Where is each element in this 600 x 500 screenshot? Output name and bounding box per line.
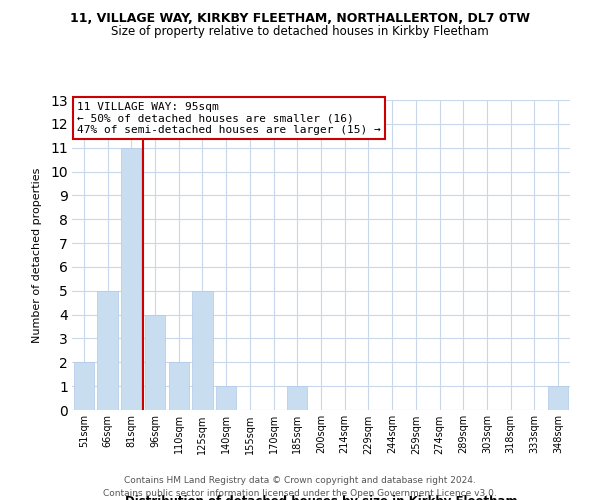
Bar <box>145 314 165 410</box>
Bar <box>169 362 189 410</box>
Bar <box>121 148 142 410</box>
Text: 11, VILLAGE WAY, KIRKBY FLEETHAM, NORTHALLERTON, DL7 0TW: 11, VILLAGE WAY, KIRKBY FLEETHAM, NORTHA… <box>70 12 530 26</box>
Bar <box>548 386 568 410</box>
Text: Size of property relative to detached houses in Kirkby Fleetham: Size of property relative to detached ho… <box>111 25 489 38</box>
Text: Contains HM Land Registry data © Crown copyright and database right 2024.
Contai: Contains HM Land Registry data © Crown c… <box>103 476 497 498</box>
X-axis label: Distribution of detached houses by size in Kirkby Fleetham: Distribution of detached houses by size … <box>125 495 517 500</box>
Bar <box>287 386 307 410</box>
Bar <box>97 291 118 410</box>
Y-axis label: Number of detached properties: Number of detached properties <box>32 168 42 342</box>
Text: 11 VILLAGE WAY: 95sqm
← 50% of detached houses are smaller (16)
47% of semi-deta: 11 VILLAGE WAY: 95sqm ← 50% of detached … <box>77 102 381 134</box>
Bar <box>74 362 94 410</box>
Bar <box>193 291 212 410</box>
Bar <box>216 386 236 410</box>
